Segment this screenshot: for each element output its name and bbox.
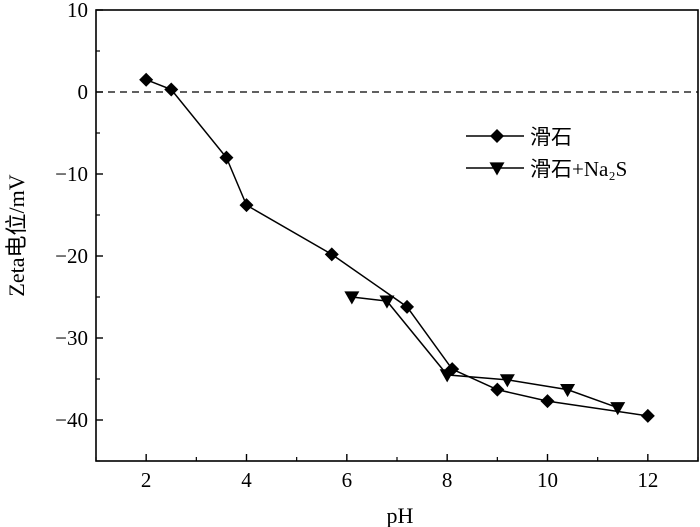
series-1-point: [219, 150, 234, 165]
plot-frame: [95, 9, 699, 462]
series-1-point: [640, 408, 655, 423]
series-2-point: [379, 295, 395, 309]
legend-marker: [490, 129, 504, 143]
series-1-point: [164, 82, 179, 97]
x-axis-ticks: 2 4 6 8 10 12: [95, 454, 699, 492]
y-tick-label: −20: [55, 244, 88, 268]
x-axis-label: pH: [387, 503, 414, 527]
legend-label: 滑石+Na₂S: [530, 157, 627, 181]
x-tick-label: 2: [141, 468, 152, 492]
series-2: [344, 291, 626, 416]
series-1-point: [239, 198, 254, 213]
y-tick-label: −30: [55, 326, 88, 350]
y-tick-label: 10: [67, 0, 88, 22]
series-1: [139, 72, 655, 423]
y-tick-label: −40: [55, 408, 88, 432]
series-1-point: [540, 394, 555, 409]
series-1-point: [139, 72, 154, 87]
y-axis-label: Zeta电位/mV: [4, 174, 29, 296]
legend-entry-2: 滑石+Na₂S: [466, 157, 627, 181]
series-2-line: [351, 296, 618, 409]
series-2-point: [610, 402, 626, 416]
series-2-point: [439, 369, 455, 383]
series-2-point: [560, 384, 576, 398]
series-2-point: [499, 374, 515, 388]
y-tick-label: 0: [78, 80, 89, 104]
x-tick-label: 12: [637, 468, 658, 492]
x-tick-label: 8: [442, 468, 453, 492]
series-1-line: [145, 79, 648, 417]
series-1-point: [324, 247, 339, 262]
y-tick-label: −10: [55, 162, 88, 186]
legend-label: 滑石: [530, 125, 572, 149]
series-layer: [139, 72, 655, 423]
y-axis-ticks: 10 0 −10 −20 −30 −40: [55, 0, 103, 462]
x-tick-label: 10: [537, 468, 558, 492]
series-1-point: [400, 299, 415, 314]
plot-border: [95, 9, 699, 462]
series-1-point: [490, 382, 505, 397]
legend-entry-1: 滑石: [466, 125, 572, 149]
legend-marker: [489, 162, 505, 176]
series-2-point: [344, 291, 360, 305]
x-tick-label: 4: [241, 468, 252, 492]
x-tick-label: 6: [342, 468, 353, 492]
